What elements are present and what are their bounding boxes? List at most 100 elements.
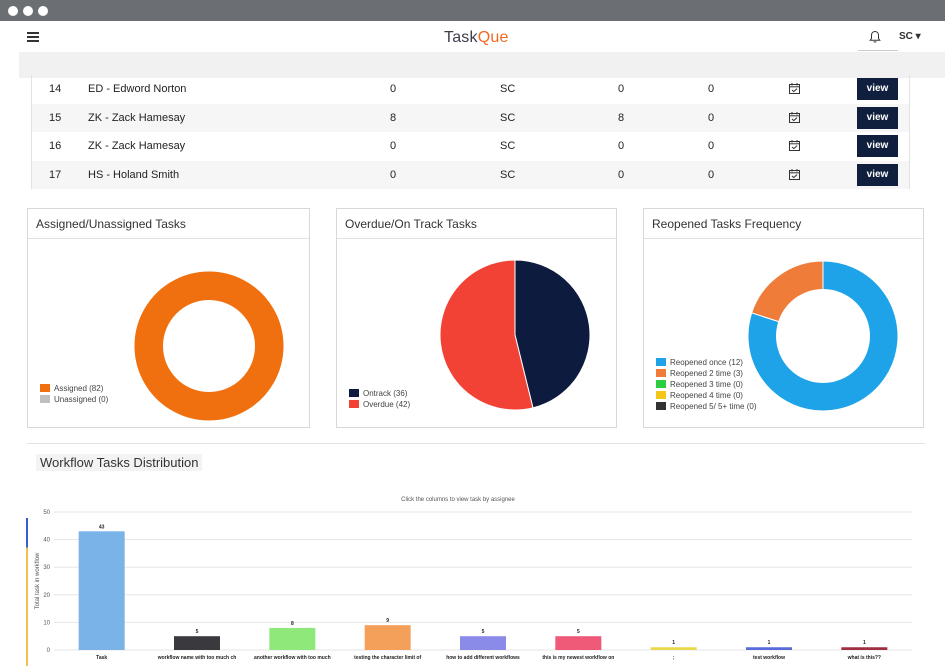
top-navbar: TaskQue SC ▾	[0, 21, 945, 51]
hamburger-icon[interactable]	[27, 32, 39, 42]
table-cell-a: 0	[390, 83, 397, 95]
assigned-unassigned-panel: Assigned/Unassigned Tasks Assigned (82) U…	[27, 208, 310, 428]
bar-value-label: 1	[863, 640, 866, 646]
bar-value-label: 8	[291, 621, 294, 627]
x-tick-label: test workflow	[753, 655, 785, 661]
overdue-pie-chart[interactable]	[337, 240, 616, 428]
calendar-icon[interactable]	[789, 111, 800, 123]
table-cell-a: 0	[390, 140, 397, 152]
bar[interactable]	[650, 647, 697, 650]
y-tick-label: 10	[43, 620, 50, 626]
donut-hole	[776, 289, 870, 383]
x-tick-label: how to add different workflows	[446, 655, 520, 661]
bar-value-label: 5	[577, 629, 580, 635]
calendar-icon[interactable]	[789, 83, 800, 94]
window-dot-1[interactable]	[8, 6, 18, 16]
legend-swatch	[40, 395, 50, 403]
app-logo[interactable]: TaskQue	[444, 29, 509, 47]
y-tick-label: 0	[47, 648, 51, 654]
legend-label: Reopened 4 time (0)	[670, 391, 743, 400]
assigned-legend: Assigned (82) Unassigned (0)	[40, 384, 108, 406]
bar[interactable]	[78, 531, 125, 650]
legend-label: Reopened 3 time (0)	[670, 380, 743, 389]
pie-slice-overdue[interactable]	[439, 259, 534, 411]
legend-swatch	[656, 358, 666, 366]
pie-slice-ontrack[interactable]	[514, 259, 591, 409]
table-cell-c: 0	[618, 83, 625, 95]
y-axis-label: Total task in workflow	[35, 552, 41, 609]
legend-swatch	[656, 369, 666, 377]
reopened-donut-chart[interactable]	[644, 240, 923, 428]
window-dot-3[interactable]	[38, 6, 48, 16]
bar-value-label: 1	[768, 640, 771, 646]
bar-value-label: 5	[482, 629, 485, 635]
legend-label: Unassigned (0)	[54, 395, 109, 404]
legend-item[interactable]: Reopened 5/ 5+ time (0)	[656, 402, 757, 413]
legend-swatch	[349, 400, 359, 408]
bar[interactable]	[746, 647, 792, 650]
table-row: 15 ZK - Zack Hamesay 8 SC 8 0 view	[32, 103, 909, 132]
x-tick-label: workflow name with too much ch	[157, 655, 237, 661]
bar[interactable]	[460, 636, 506, 650]
bar[interactable]	[364, 625, 411, 650]
y-tick-label: 40	[43, 538, 50, 544]
x-tick-label: this is my newest workflow on	[542, 655, 614, 661]
window-dot-2[interactable]	[23, 6, 33, 16]
chart-subtitle: Click the columns to view task by assign…	[401, 497, 515, 503]
overdue-ontrack-panel: Overdue/On Track Tasks Ontrack (36) Overd…	[336, 208, 617, 428]
legend-item[interactable]: Reopened 2 time (3)	[656, 369, 757, 380]
table-cell-name: HS - Holand Smith	[88, 168, 180, 181]
table-cell-d: 0	[708, 168, 715, 181]
table-cell-num: 14	[49, 83, 62, 95]
legend-label: Reopened 2 time (3)	[670, 369, 743, 378]
table-cell-name: ZK - Zack Hamesay	[88, 140, 186, 152]
legend-item[interactable]: Unassigned (0)	[40, 395, 108, 406]
bell-underline	[858, 50, 898, 51]
table-cell-d: 0	[708, 140, 715, 152]
table-row: 14 ED - Edword Norton 0 SC 0 0 view	[32, 75, 909, 103]
table-cell-c: 0	[618, 140, 625, 152]
legend-item[interactable]: Reopened 4 time (0)	[656, 391, 757, 402]
bar[interactable]	[841, 647, 888, 650]
legend-item[interactable]: Reopened 3 time (0)	[656, 380, 757, 391]
x-tick-label: what is this??	[847, 655, 881, 661]
legend-item[interactable]: Overdue (42)	[349, 400, 410, 411]
panel-title: Assigned/Unassigned Tasks	[28, 209, 309, 239]
view-button[interactable]: view	[857, 78, 898, 100]
calendar-icon[interactable]	[789, 140, 800, 151]
calendar-icon[interactable]	[789, 168, 800, 180]
table-cell-b: SC	[500, 83, 516, 95]
bar[interactable]	[269, 627, 316, 650]
table-cell-b: SC	[500, 168, 516, 181]
legend-swatch	[656, 380, 666, 388]
bar[interactable]	[555, 636, 602, 650]
logo-suffix: Que	[477, 29, 509, 46]
view-button[interactable]: view	[857, 163, 898, 186]
legend-label: Overdue (42)	[363, 400, 411, 409]
bar[interactable]	[174, 636, 220, 650]
workflow-chart-title: Workflow Tasks Distribution	[36, 454, 203, 471]
legend-item[interactable]: Ontrack (36)	[349, 389, 410, 400]
legend-item[interactable]: Assigned (82)	[40, 384, 108, 395]
table-cell-name: ED - Edword Norton	[88, 83, 187, 95]
reopened-legend: Reopened once (12) Reopened 2 time (3) Reo…	[656, 358, 757, 413]
table-row: 17 HS - Holand Smith 0 SC 0 0 view	[32, 160, 909, 189]
legend-item[interactable]: Reopened once (12)	[656, 358, 757, 369]
x-tick-label: ;	[673, 655, 675, 661]
legend-label: Assigned (82)	[54, 384, 104, 393]
user-menu[interactable]: SC ▾	[899, 31, 921, 42]
legend-swatch	[656, 391, 666, 399]
view-button[interactable]: view	[857, 135, 898, 157]
table-cell-b: SC	[500, 111, 516, 124]
x-tick-label: testing the character limit of	[354, 655, 421, 661]
table-cell-d: 0	[708, 83, 715, 95]
logo-prefix: Task	[444, 29, 478, 46]
workflow-bar-chart[interactable]: Click the columns to view task by assign…	[27, 444, 925, 666]
x-tick-label: Task	[96, 655, 107, 661]
view-button[interactable]: view	[857, 106, 898, 129]
assigned-donut-chart[interactable]	[28, 240, 309, 428]
bar-value-label: 5	[196, 629, 199, 635]
legend-label: Reopened once (12)	[670, 358, 743, 367]
bell-icon[interactable]	[868, 30, 882, 44]
